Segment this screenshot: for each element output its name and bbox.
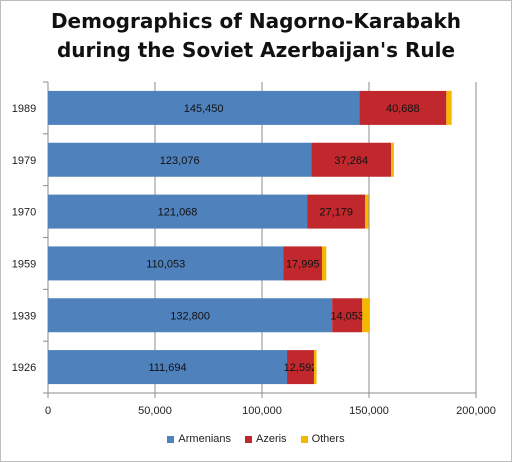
legend-item-azeris: Azeris <box>245 433 287 445</box>
data-label-armenians-1979: 123,076 <box>160 155 200 167</box>
data-label-azeris-1979: 37,264 <box>334 155 368 167</box>
data-label-azeris-1959: 17,995 <box>286 258 320 270</box>
y-tick-label-1926: 1926 <box>12 362 36 374</box>
bar-azeris-1979 <box>311 142 392 177</box>
x-tick-label-0: 0 <box>45 405 51 417</box>
legend-label-armenians: Armenians <box>178 433 231 445</box>
bar-others-1979 <box>391 142 394 177</box>
bar-azeris-1926 <box>287 350 314 385</box>
data-label-azeris-1939: 14,053 <box>330 310 364 322</box>
bar-azeris-1989 <box>359 90 447 125</box>
x-tick-label-200000: 200,000 <box>456 405 496 417</box>
legend-item-others: Others <box>300 433 345 445</box>
bar-armenians-1959 <box>48 246 284 281</box>
data-label-azeris-1926: 12,592 <box>284 362 318 374</box>
data-label-azeris-1970: 27,179 <box>319 207 353 219</box>
chart-title: Demographics of Nagorno-Karabakh during … <box>1 7 511 65</box>
y-tick-label-1979: 1979 <box>12 155 36 167</box>
legend-swatch-azeris <box>245 435 252 443</box>
bar-azeris-1970 <box>307 194 366 229</box>
bar-others-1926 <box>313 350 317 385</box>
chart-legend: Armenians Azeris Others <box>1 433 511 445</box>
bar-armenians-1989 <box>48 90 360 125</box>
bar-armenians-1926 <box>48 350 288 385</box>
y-tick-label-1939: 1939 <box>12 310 36 322</box>
legend-swatch-others <box>300 435 308 443</box>
bar-armenians-1970 <box>48 194 308 229</box>
chart-title-line-1: Demographics of Nagorno-Karabakh <box>50 9 462 33</box>
legend-label-azeris: Azeris <box>256 433 287 445</box>
x-tick-label-150000: 150,000 <box>349 405 389 417</box>
legend-item-armenians: Armenians <box>167 433 231 445</box>
y-tick-label-1959: 1959 <box>12 258 36 270</box>
bar-armenians-1979 <box>48 142 312 177</box>
legend-label-others: Others <box>311 433 345 445</box>
data-label-armenians-1989: 145,450 <box>184 103 224 115</box>
bar-others-1970 <box>365 194 369 229</box>
x-tick-label-50000: 50,000 <box>138 405 172 417</box>
bar-others-1959 <box>322 246 327 281</box>
legend-swatch-armenians <box>167 435 175 443</box>
bar-others-1939 <box>362 298 370 333</box>
x-tick-label-100000: 100,000 <box>242 405 282 417</box>
data-label-armenians-1926: 111,694 <box>148 362 186 374</box>
chart-title-line-2: during the Soviet Azerbaijan's Rule <box>56 38 456 62</box>
y-tick-label-1970: 1970 <box>12 207 36 219</box>
data-label-azeris-1989: 40,688 <box>386 103 420 115</box>
data-label-armenians-1970: 121,068 <box>158 207 198 219</box>
data-label-armenians-1939: 132,800 <box>170 310 210 322</box>
data-label-armenians-1959: 110,053 <box>146 258 185 270</box>
bar-armenians-1939 <box>48 298 333 333</box>
bar-azeris-1939 <box>332 298 363 333</box>
bar-azeris-1959 <box>283 246 323 281</box>
y-tick-label-1989: 1989 <box>12 103 36 115</box>
bar-others-1989 <box>446 90 452 125</box>
